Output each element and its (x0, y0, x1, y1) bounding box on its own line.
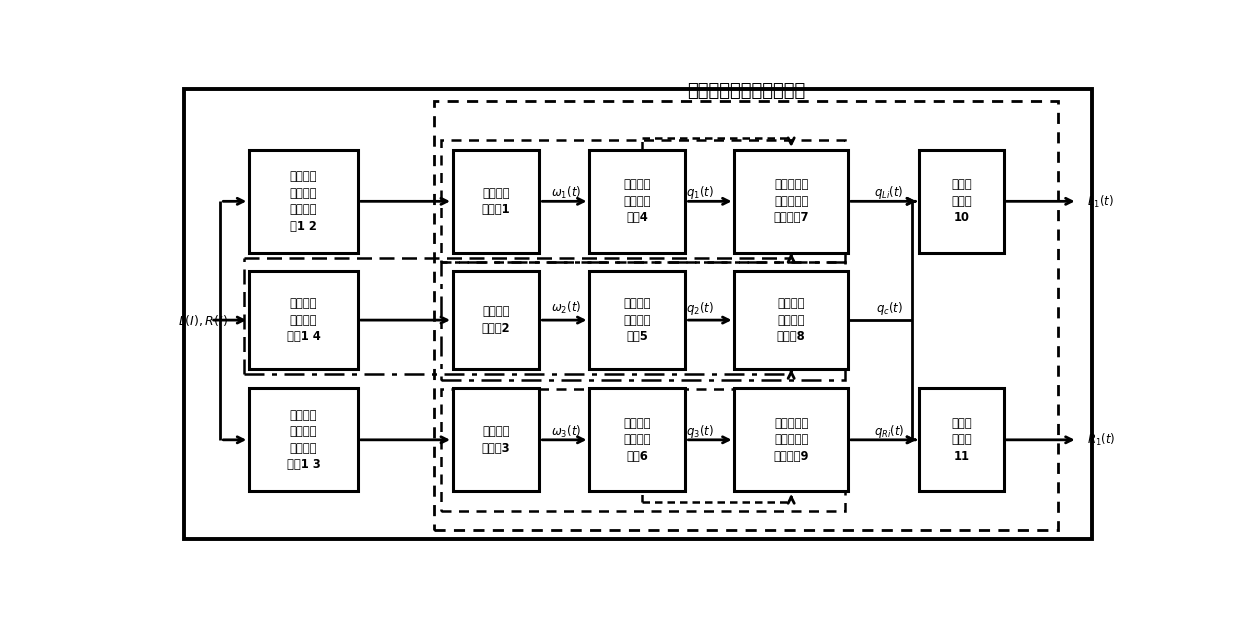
Text: 第一时滞型
不相干传递
函数模块7: 第一时滞型 不相干传递 函数模块7 (774, 179, 808, 225)
Bar (434, 101, 1058, 530)
Text: 第二白噪
声模块2: 第二白噪 声模块2 (482, 305, 511, 335)
Text: $q_2(t)$: $q_2(t)$ (686, 300, 714, 317)
Bar (441, 140, 844, 262)
Text: $R_1(t)$: $R_1(t)$ (1087, 432, 1116, 448)
Text: $q_1(t)$: $q_1(t)$ (686, 184, 714, 201)
Text: 第三滤波
传递函数
模块6: 第三滤波 传递函数 模块6 (624, 417, 651, 463)
Bar (249, 388, 358, 491)
Text: $\omega_3(t)$: $\omega_3(t)$ (552, 424, 582, 440)
Text: $q_c(t)$: $q_c(t)$ (875, 300, 903, 317)
Bar (249, 271, 358, 369)
Text: 时滞型相
干传递函
数模块8: 时滞型相 干传递函 数模块8 (776, 297, 806, 343)
Bar (453, 388, 539, 491)
Text: $L_1(t)$: $L_1(t)$ (1087, 193, 1114, 210)
Text: 第二时滞型
不相干传递
函数模块9: 第二时滞型 不相干传递 函数模块9 (774, 417, 808, 463)
Text: 路面不平度信号发生单元: 路面不平度信号发生单元 (687, 82, 805, 100)
Bar (453, 271, 539, 369)
Text: 时滞型相
干传递函
数计算模
块1 2: 时滞型相 干传递函 数计算模 块1 2 (290, 170, 317, 233)
Text: $q_{Ri}(t)$: $q_{Ri}(t)$ (874, 424, 904, 440)
Bar (441, 262, 844, 379)
Bar (589, 388, 686, 491)
Bar (919, 150, 1003, 253)
Bar (589, 150, 686, 253)
Bar (589, 271, 686, 369)
Text: 时滞型不
相干传递
函数计算
模块1 3: 时滞型不 相干传递 函数计算 模块1 3 (286, 409, 320, 471)
Bar (734, 271, 848, 369)
Text: 第一白噪
声模块1: 第一白噪 声模块1 (482, 187, 511, 216)
Bar (919, 388, 1003, 491)
Bar (441, 389, 844, 511)
Bar (249, 150, 358, 253)
Text: 滤波传递
函数计算
模块1 4: 滤波传递 函数计算 模块1 4 (286, 297, 320, 343)
Text: $L(I),R(I)$: $L(I),R(I)$ (179, 313, 228, 328)
Bar (453, 150, 539, 253)
Bar (734, 150, 848, 253)
Text: $q_{Li}(t)$: $q_{Li}(t)$ (874, 184, 904, 201)
Text: 第二求
和模块
11: 第二求 和模块 11 (951, 417, 972, 463)
Text: $\omega_2(t)$: $\omega_2(t)$ (552, 300, 582, 317)
Text: 第一求
和模块
10: 第一求 和模块 10 (951, 179, 972, 225)
Bar (734, 388, 848, 491)
Text: 第一滤波
传递函数
模块4: 第一滤波 传递函数 模块4 (624, 179, 651, 225)
Text: $q_3(t)$: $q_3(t)$ (686, 424, 714, 440)
Text: $\omega_1(t)$: $\omega_1(t)$ (552, 184, 582, 200)
Text: 第二滤波
传递函数
模块5: 第二滤波 传递函数 模块5 (624, 297, 651, 343)
Text: 第三白噪
声模块3: 第三白噪 声模块3 (482, 425, 511, 455)
